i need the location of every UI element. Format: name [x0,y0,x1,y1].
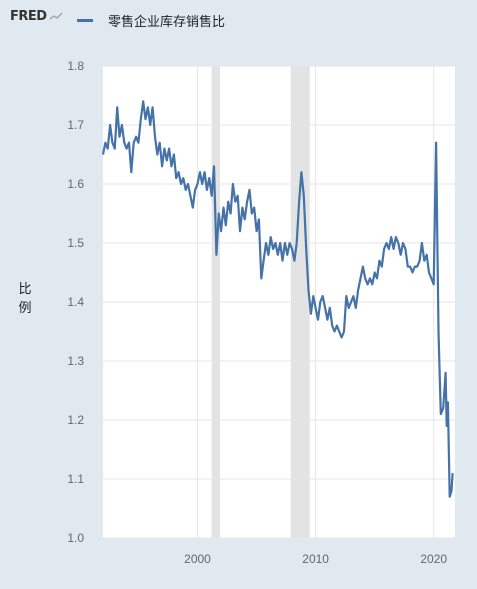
fred-logo: FRED [10,9,47,24]
x-tick-label: 2010 [302,552,329,566]
y-tick-label: 1.7 [67,118,84,132]
x-axis: 2000 2010 2020 [184,552,447,566]
y-tick-label: 1.0 [67,531,84,545]
chart-line-icon [49,12,63,20]
y-tick-label: 1.1 [67,472,84,486]
y-tick-label: 1.2 [67,413,84,427]
legend-label[interactable]: 零售企业库存销售比 [108,14,226,29]
y-tick-label: 1.6 [67,177,84,191]
y-tick-label: 1.8 [67,59,84,73]
x-tick-label: 2020 [420,552,447,566]
x-tick-label: 2000 [184,552,211,566]
grid-lines [103,65,455,539]
y-tick-label: 1.4 [67,295,84,309]
legend-swatch [77,19,93,22]
series-line [101,100,454,498]
y-tick-label: 1.5 [67,236,84,250]
y-axis: 1.0 1.1 1.2 1.3 1.4 1.5 1.6 1.7 1.8 [67,59,84,545]
chart-header: FRED 零售企业库存销售比 [0,0,477,40]
y-tick-label: 1.3 [67,354,84,368]
y-axis-label: 比例 [18,281,32,315]
